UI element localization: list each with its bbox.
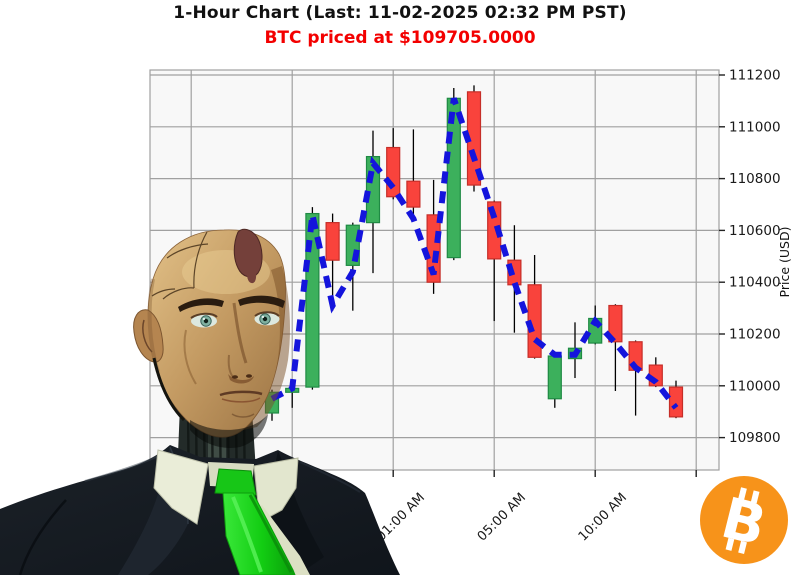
price-subtitle: BTC priced at $109705.0000	[264, 28, 536, 48]
plot-border	[149, 69, 720, 471]
x-tick-label: 05:00 AM	[475, 490, 529, 544]
left-eyebrow	[178, 298, 224, 312]
y-tick-label: 111200	[729, 68, 781, 84]
robot-face-lines	[152, 302, 263, 422]
y-tick-label: 110600	[729, 223, 781, 239]
candle-body	[547, 355, 562, 400]
right-eyebrow	[238, 295, 285, 308]
page-title: 1-Hour Chart (Last: 11-02-2025 02:32 PM …	[173, 3, 627, 23]
candle-body	[305, 212, 320, 388]
y-tick-label: 110200	[729, 327, 781, 343]
robot-analyst-figure	[0, 228, 400, 575]
candle-body	[608, 304, 623, 343]
y-tick-label: 110400	[729, 275, 781, 291]
y-axis-title: Price (USD)	[777, 227, 792, 298]
skull-seams	[151, 231, 209, 300]
tie-knot	[214, 468, 257, 496]
y-tick-label: 110000	[729, 378, 781, 394]
y-tick-label: 109800	[729, 430, 781, 446]
candle-body	[668, 386, 684, 418]
candle-body	[325, 222, 340, 261]
trend-line	[270, 97, 679, 410]
ma-line	[270, 97, 679, 410]
green-tie	[214, 468, 296, 575]
candle-body	[406, 180, 421, 208]
bitcoin-logo: B	[700, 476, 788, 564]
crown-patch	[233, 228, 263, 278]
robot-eyes	[190, 311, 280, 328]
y-tick-label: 110800	[729, 171, 781, 187]
robot-head	[133, 228, 290, 438]
axes	[149, 69, 725, 477]
x-tick-label: 10:00 AM	[576, 490, 630, 544]
candle-body	[386, 146, 401, 198]
y-tick-label: 111000	[729, 119, 781, 135]
